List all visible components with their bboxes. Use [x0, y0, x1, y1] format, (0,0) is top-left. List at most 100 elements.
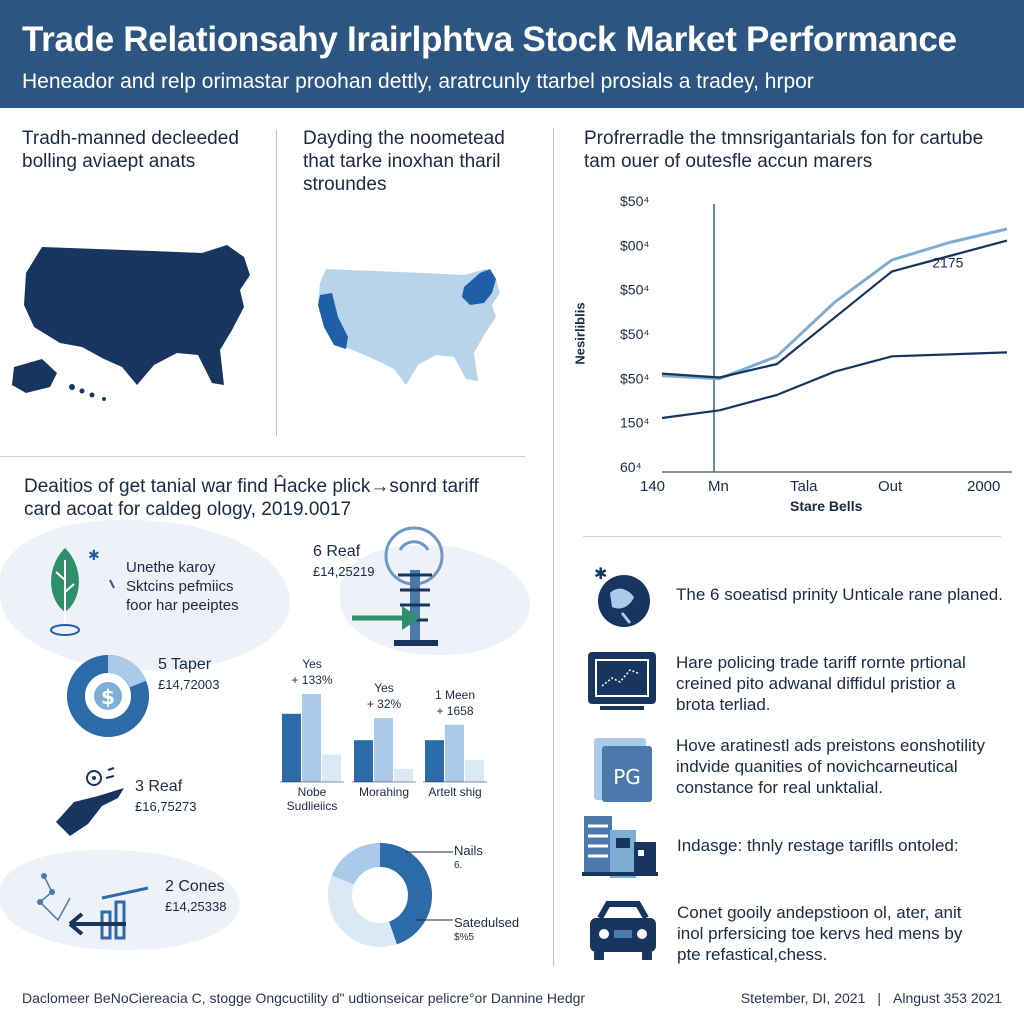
leaf-description: Unethe karoy Sktcins pefmiics foor har p… [126, 558, 239, 615]
footer-separator: | [877, 990, 882, 1006]
deals-caption-line: Deaitios of get tanial war find Ĥacke pl… [24, 476, 479, 497]
list-item-text: Conet gooily andepstioon ol, ater, anit … [677, 902, 962, 965]
y-tick-label: $50⁴ [620, 370, 649, 386]
bar-group-label: Artelt shig [428, 785, 481, 799]
bar [302, 694, 321, 782]
svg-text:✱: ✱ [88, 547, 100, 563]
bar-group-label: Sudlieiics [287, 799, 338, 813]
deal-item-value: £16,75273 [135, 799, 197, 814]
series-line [661, 351, 1008, 420]
divider-left-sections [0, 456, 525, 457]
list-item-text: Hove aratinestl ads preistons eonshotili… [676, 735, 985, 798]
line-chart-caption-line: Profrerradle the tmnsrigantarials fon fo… [584, 128, 984, 149]
leaf-description-line: Sktcins pefmiics [126, 578, 234, 595]
deals-caption: Deaitios of get tanial war find Ĥacke pl… [24, 475, 479, 521]
building-icon [582, 816, 658, 878]
y-tick-label: $50⁴ [620, 326, 649, 342]
list-item-line: inol prfersicing toe kervs hed mens by [677, 924, 963, 943]
donut-label-line: $%5 [454, 932, 475, 943]
document-pg-icon: PG [594, 738, 652, 802]
deal-item: 5 Taper £14,72003 [158, 656, 219, 692]
footer-dates: Stetember, DI, 2021 | Alngust 353 2021 [741, 990, 1002, 1006]
series-line [661, 239, 1008, 379]
svg-text:$: $ [101, 685, 115, 709]
deal-item: 2 Cones £14,25338 [165, 878, 226, 914]
y-tick-label: $50⁴ [620, 193, 649, 209]
svg-text:PG: PG [613, 765, 641, 789]
x-tick-label: 2000 [967, 478, 1000, 495]
divider-right-sections [583, 536, 1001, 537]
footer-date: Stetember, DI, 2021 [740, 990, 866, 1006]
donut-label-bottom: Satedulsed $%5 [454, 915, 519, 945]
footer-disclaimer: Daclomeer BeNoCiereacia C, stogge Ongcuc… [22, 990, 586, 1006]
map-right-caption-line: stroundes [303, 174, 387, 195]
donut-label-line: Nails [454, 843, 483, 858]
bar-group-delta: + 1658 [436, 704, 473, 718]
deal-item-title: 5 Taper [158, 656, 212, 673]
bar-group-title: 1 Meen [435, 688, 475, 702]
footer-date: Alngust 353 2021 [893, 990, 1002, 1006]
x-tick-label: Tala [790, 478, 818, 495]
list-item-text: Indasge: thnly restage tariflls ontoled: [677, 836, 959, 855]
list-item-line: creined pito adwanal diffidul pristior a [676, 674, 956, 693]
list-item-line: Hare policing trade tariff rornte prtion… [676, 653, 966, 672]
line-chart-caption-line: tam ouer of outesfle accun marers [584, 151, 873, 172]
map-right-caption-line: that tarke inoxhan tharil [303, 151, 501, 172]
line-chart: $50⁴ $00⁴ $50⁴ $50⁴ $50⁴ 150⁴ 60⁴ 140 Mn Tala Out 2… [620, 193, 1012, 495]
deal-item-value: £14,72003 [158, 677, 220, 692]
bar [322, 754, 341, 782]
y-tick-label: $50⁴ [620, 282, 649, 298]
divider-main [553, 128, 554, 966]
map-left-caption-line: bolling aviaept anats [22, 151, 196, 172]
list-item-text: The 6 soeatisd prinity Unticale rane pla… [676, 585, 1003, 604]
globe-pin-icon: ✱ [594, 566, 650, 627]
list-item-line: Hove aratinestl ads preistons eonshotili… [676, 736, 985, 755]
list-item-line: indvide quanities of novichcarneutical [676, 757, 958, 776]
factory-tower-icon [352, 526, 444, 646]
svg-text:✱: ✱ [594, 566, 607, 583]
leaf-description-line: Unethe karoy [126, 559, 216, 576]
map-right-caption-line: Dayding the noometead [303, 128, 505, 149]
bar-group-title: Yes [302, 657, 322, 671]
deal-item-value: £14,25219 [313, 564, 375, 579]
deal-item: 6 Reaf £14,25219 [313, 543, 374, 579]
x-tick-label: Out [878, 478, 903, 495]
growth-arrow-icon [37, 873, 149, 940]
deal-item-title: 3 Reaf [135, 778, 183, 795]
bar-group-label: Morahing [359, 785, 409, 799]
deal-item: 3 Reaf £16,75273 [135, 778, 196, 814]
donut-label-line: 6. [454, 860, 463, 871]
footer: Daclomeer BeNoCiereacia C, stogge Ongcuc… [0, 978, 1024, 1024]
donut-leader-lines [405, 851, 453, 921]
donut-chart [328, 843, 433, 947]
page-title: Trade Relationsahy Irairlphtva Stock Mar… [22, 20, 957, 59]
x-tick-label: 140 [640, 478, 665, 495]
bar-group-title: Yes [374, 681, 394, 695]
background-blob [0, 520, 290, 670]
deal-item-value: £14,25338 [165, 899, 227, 914]
list-item-line: pte refastical,chess. [677, 945, 828, 964]
map-left-caption: Tradh-manned decleeded bolling aviaept a… [22, 127, 239, 173]
map-left-caption-line: Tradh-manned decleeded [22, 128, 239, 149]
bar [354, 740, 373, 782]
us-map-light [318, 269, 500, 385]
donut-label-top: Nails 6. [454, 843, 483, 873]
us-map-dark [12, 245, 250, 401]
y-axis-label: Nesirliblis [572, 302, 588, 365]
y-tick-label: 60⁴ [620, 459, 642, 475]
x-tick-label: Mn [708, 478, 729, 495]
leaf-description-line: foor har peeiptes [126, 597, 239, 614]
y-tick-label: 150⁴ [620, 415, 649, 431]
list-item-line: Conet gooily andepstioon ol, ater, anit [677, 903, 962, 922]
map-right-caption: Dayding the noometead that tarke inoxhan… [303, 127, 505, 196]
list-item-line: constance for real unktalial. [676, 778, 883, 797]
bar [465, 760, 484, 782]
page-subtitle: Heneador and relp orimastar proohan dett… [22, 70, 814, 93]
hand-pin-icon [56, 767, 124, 836]
divider-maps [276, 130, 277, 436]
chart-annotation: 2175 [932, 255, 963, 271]
list-item-text: Hare policing trade tariff rornte prtion… [676, 652, 966, 715]
bar-group-delta: + 133% [291, 673, 332, 687]
bar [425, 740, 444, 782]
monitor-chart-icon [588, 652, 656, 710]
